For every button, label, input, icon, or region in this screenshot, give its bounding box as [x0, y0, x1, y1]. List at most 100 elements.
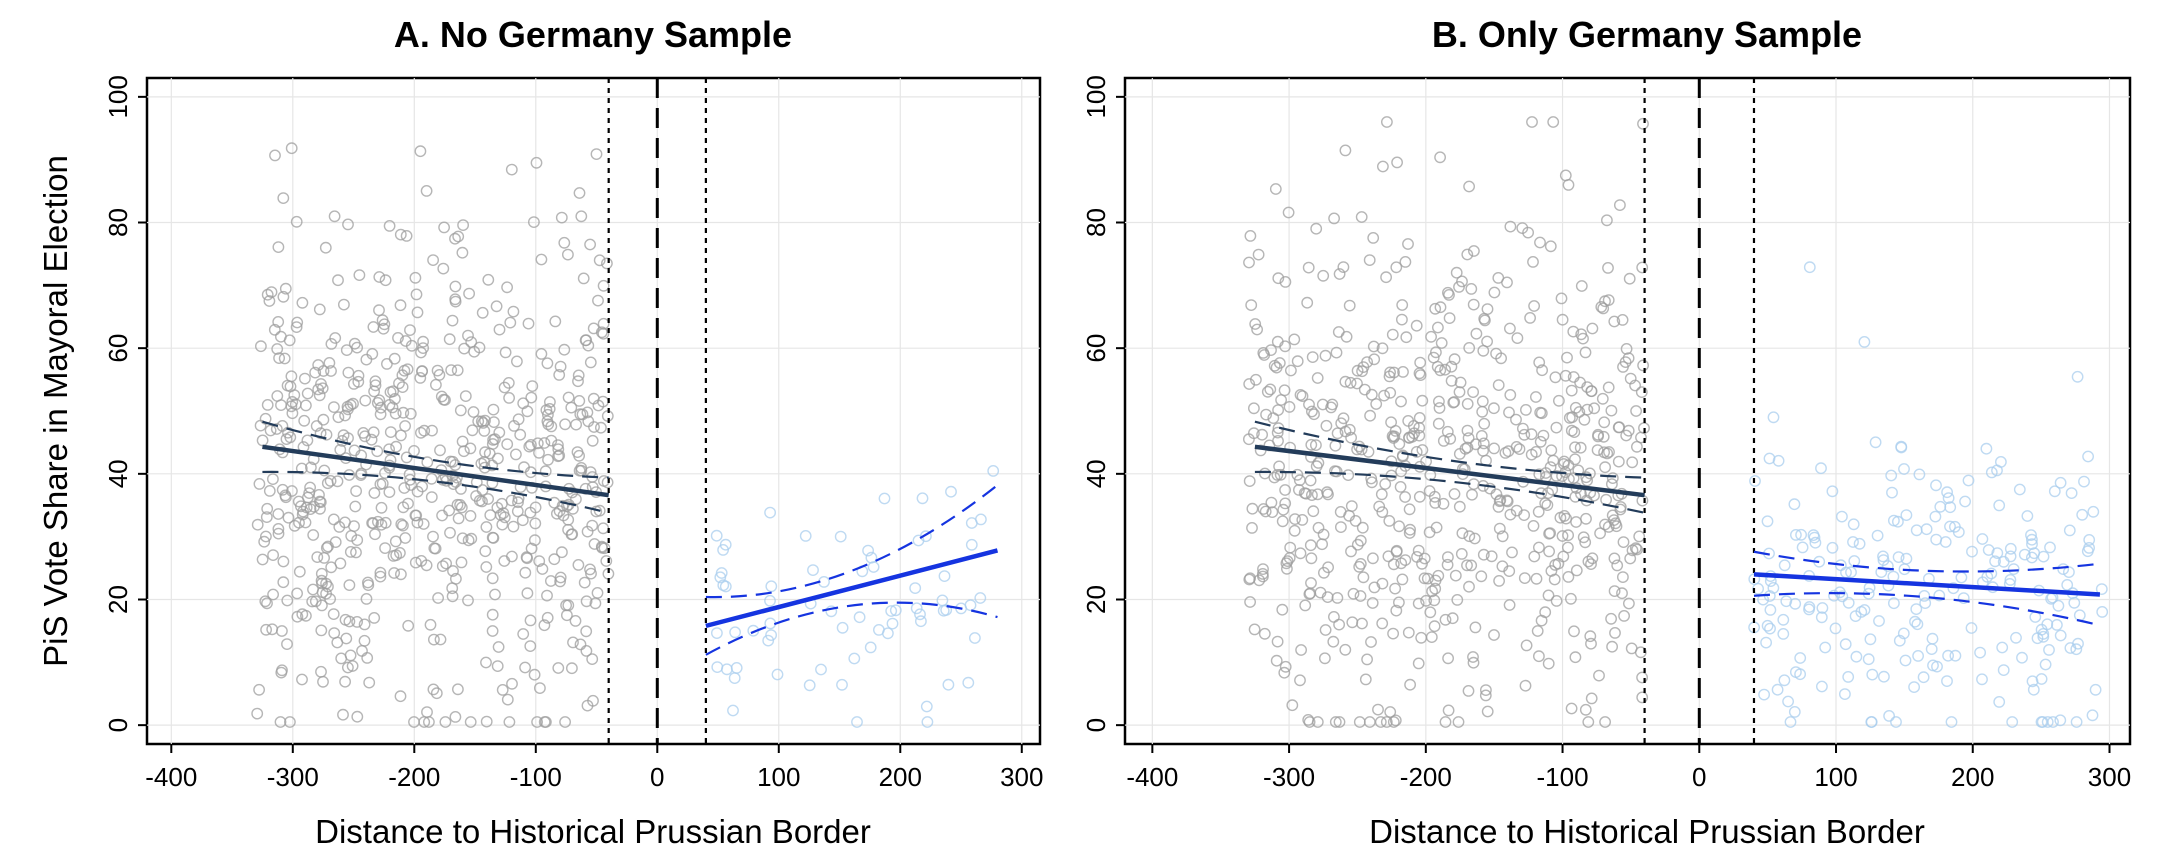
- x-tick-label: 100: [757, 762, 800, 792]
- scatter-point: [920, 530, 932, 543]
- scatter-point: [1966, 545, 1978, 558]
- scatter-point: [507, 305, 520, 318]
- scatter-point: [1468, 532, 1481, 545]
- scatter-point: [315, 665, 327, 678]
- scatter-point: [1865, 716, 1878, 728]
- scatter-point: [1259, 505, 1272, 518]
- scatter-point: [282, 511, 295, 524]
- scatter-point: [1575, 280, 1588, 292]
- scatter-point: [443, 333, 456, 346]
- scatter-point: [1530, 391, 1542, 403]
- scatter-point: [1450, 266, 1463, 279]
- scatter-point: [1443, 312, 1456, 324]
- scatter-point: [1636, 261, 1649, 274]
- scatter-point: [472, 415, 485, 428]
- scatter-point: [1319, 349, 1332, 362]
- scatter-point: [449, 293, 462, 306]
- scatter-point: [1475, 429, 1488, 442]
- scatter-point: [1351, 538, 1364, 551]
- scatter-point: [482, 273, 495, 286]
- scatter-point: [1288, 524, 1301, 537]
- scatter-point: [455, 501, 468, 514]
- scatter-point: [1957, 592, 1970, 604]
- scatter-point: [411, 516, 424, 529]
- scatter-point: [283, 716, 296, 728]
- scatter-point: [1926, 632, 1939, 645]
- scatter-point: [1246, 522, 1258, 534]
- scatter-point: [1439, 716, 1452, 728]
- scatter-point: [1634, 646, 1647, 659]
- scatter-point: [1584, 630, 1597, 643]
- scatter-point: [526, 380, 539, 392]
- scatter-point: [439, 716, 452, 728]
- scatter-point: [1496, 530, 1509, 543]
- scatter-point: [384, 426, 397, 438]
- cutoff-lines: [607, 78, 707, 744]
- scatter-point: [1519, 679, 1532, 692]
- scatter-point: [1328, 611, 1340, 623]
- scatter-point: [1807, 529, 1820, 541]
- scatter-point: [1930, 533, 1943, 546]
- scatter-point: [1603, 446, 1615, 458]
- scatter-point: [1413, 490, 1426, 503]
- scatter-point: [1435, 337, 1448, 349]
- scatter-point: [1794, 652, 1807, 664]
- scatter-point: [272, 508, 285, 520]
- scatter-point: [582, 415, 595, 428]
- scatter-point: [511, 355, 523, 368]
- scatter-point: [1448, 396, 1461, 408]
- scatter-point: [393, 377, 405, 390]
- scatter-point: [1637, 117, 1649, 130]
- scatter-point: [254, 419, 267, 432]
- scatter-point: [1761, 515, 1774, 528]
- scatter-point: [574, 408, 587, 421]
- scatter-point: [2083, 534, 2096, 546]
- scatter-point: [1789, 597, 1802, 610]
- scatter-point: [1461, 424, 1474, 437]
- scatter-point: [524, 614, 537, 627]
- scatter-point: [1335, 521, 1347, 533]
- scatter-point: [1402, 238, 1414, 250]
- scatter-point: [1623, 272, 1636, 285]
- scatter-point: [565, 401, 578, 414]
- scatter-point: [1316, 538, 1329, 551]
- scatter-point: [1890, 716, 1902, 728]
- scatter-point: [1535, 407, 1548, 420]
- scatter-point: [974, 592, 987, 604]
- scatter-point: [256, 553, 269, 566]
- scatter-point: [1461, 441, 1474, 454]
- scatter-points: [1243, 116, 2109, 728]
- scatter-point: [867, 561, 880, 573]
- scatter-point: [1532, 505, 1545, 518]
- scatter-point: [535, 253, 548, 266]
- scatter-point: [1544, 240, 1557, 253]
- scatter-point: [1908, 681, 1921, 693]
- scatter-point: [962, 676, 975, 689]
- scatter-point: [771, 668, 784, 681]
- scatter-point: [1364, 409, 1377, 422]
- scatter-point: [1526, 116, 1538, 128]
- scatter-point: [521, 405, 534, 418]
- scatter-point: [1993, 499, 2006, 512]
- scatter-point: [440, 557, 452, 570]
- scatter-point: [1574, 441, 1587, 454]
- scatter-point: [519, 566, 532, 579]
- scatter-point: [1380, 271, 1393, 284]
- grid-lines: [147, 78, 1040, 744]
- scatter-point: [728, 672, 741, 684]
- scatter-point: [1506, 546, 1518, 559]
- scatter-point: [1367, 552, 1379, 565]
- scatter-point: [1858, 604, 1871, 616]
- scatter-point: [332, 411, 345, 424]
- confidence-band-lower: [1254, 470, 1645, 514]
- scatter-point: [554, 575, 566, 588]
- scatter-point: [267, 549, 279, 561]
- scatter-point: [1373, 500, 1386, 513]
- scatter-point: [2086, 709, 2099, 722]
- scatter-point: [572, 375, 584, 388]
- scatter-point: [834, 530, 847, 543]
- scatter-point: [1311, 716, 1324, 728]
- scatter-point: [301, 387, 314, 400]
- scatter-point: [1298, 487, 1311, 499]
- scatter-point: [283, 334, 296, 347]
